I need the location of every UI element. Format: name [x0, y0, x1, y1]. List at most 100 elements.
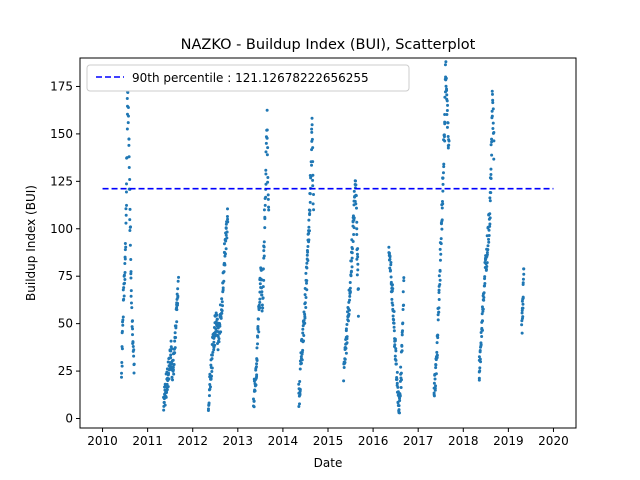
data-point	[297, 382, 301, 386]
data-point	[481, 307, 485, 311]
y-tick-label: 25	[58, 364, 73, 378]
data-point	[220, 297, 224, 301]
data-point	[477, 378, 481, 382]
data-point	[400, 333, 404, 337]
y-axis-ticks: 0 25 50 75 100 125 150 175	[50, 79, 80, 426]
data-point	[212, 336, 216, 340]
data-point	[398, 393, 402, 397]
data-point	[225, 214, 229, 218]
data-point	[129, 294, 133, 298]
data-point	[391, 314, 395, 318]
data-point	[440, 218, 444, 222]
data-point	[212, 348, 216, 352]
data-point	[345, 335, 349, 339]
data-point	[209, 377, 213, 381]
data-point	[304, 296, 308, 300]
data-point	[120, 364, 124, 368]
data-point	[210, 357, 214, 361]
data-point	[444, 84, 448, 88]
data-point	[306, 244, 310, 248]
data-point	[257, 303, 261, 307]
data-point	[393, 354, 397, 358]
data-point	[255, 375, 259, 379]
data-point	[392, 325, 396, 329]
data-point	[392, 321, 396, 325]
data-point	[298, 379, 302, 383]
data-point	[394, 358, 398, 362]
chart-title: NAZKO - Buildup Index (BUI), Scatterplot	[181, 37, 476, 53]
data-point	[394, 347, 398, 351]
data-point	[310, 130, 314, 134]
data-point	[262, 240, 266, 244]
x-axis-title: Date	[314, 456, 343, 470]
data-point	[127, 143, 131, 147]
data-point	[218, 323, 222, 327]
data-point	[482, 291, 486, 295]
data-point	[354, 194, 358, 198]
data-point	[353, 199, 357, 203]
data-point	[217, 337, 221, 341]
data-point	[398, 411, 401, 415]
data-point	[307, 231, 311, 235]
data-point	[387, 245, 391, 249]
data-point	[479, 360, 483, 364]
data-point	[437, 310, 441, 314]
data-point	[308, 200, 312, 204]
y-tick-label: 100	[50, 222, 73, 236]
data-point	[125, 127, 129, 131]
data-point	[124, 245, 128, 249]
data-point	[348, 280, 352, 284]
data-point	[305, 266, 309, 270]
data-point	[206, 407, 210, 411]
data-point	[490, 153, 494, 157]
data-point	[175, 308, 179, 312]
data-point	[215, 313, 219, 317]
x-tick-label: 2013	[223, 434, 254, 448]
data-point	[298, 392, 302, 396]
data-point	[173, 351, 177, 355]
data-point	[434, 366, 438, 370]
data-point	[438, 268, 442, 272]
data-point	[129, 301, 133, 305]
data-point	[174, 336, 178, 340]
data-point	[130, 306, 134, 310]
data-point	[208, 387, 212, 391]
data-point	[490, 140, 494, 144]
data-point	[263, 226, 267, 230]
data-point	[300, 352, 304, 356]
data-point	[393, 343, 397, 347]
data-point	[173, 346, 177, 350]
data-point	[391, 303, 395, 307]
data-point	[175, 305, 179, 309]
data-point	[344, 351, 348, 355]
data-point	[253, 389, 257, 393]
data-point	[129, 270, 133, 274]
data-point	[434, 363, 438, 367]
data-point	[441, 202, 445, 206]
x-tick-label: 2019	[493, 434, 524, 448]
data-point	[258, 306, 262, 310]
data-point	[211, 350, 215, 354]
data-point	[443, 112, 447, 116]
data-point	[491, 107, 495, 111]
data-point	[219, 330, 223, 334]
data-point	[266, 146, 270, 150]
data-point	[123, 248, 127, 252]
data-point	[224, 226, 228, 230]
data-point	[440, 206, 444, 210]
data-point	[311, 160, 315, 164]
data-point	[440, 200, 444, 204]
data-point	[402, 279, 406, 283]
data-point	[343, 357, 347, 361]
data-point	[254, 383, 258, 387]
data-point	[214, 327, 218, 331]
data-point	[266, 180, 270, 184]
data-point	[445, 109, 449, 113]
data-point	[447, 139, 451, 143]
data-point	[445, 112, 449, 116]
data-point	[400, 349, 404, 353]
data-point	[177, 275, 181, 279]
data-point	[401, 329, 405, 333]
data-point	[522, 267, 526, 271]
data-point	[303, 321, 307, 325]
